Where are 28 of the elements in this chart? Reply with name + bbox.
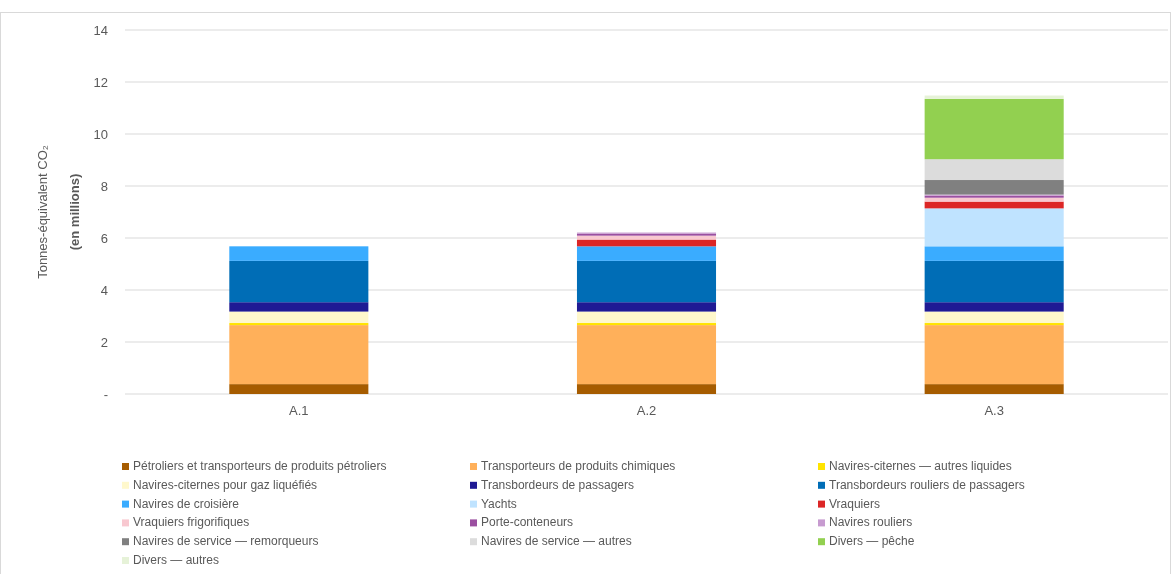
legend-label: Divers — pêche xyxy=(829,534,915,549)
legend-label: Transbordeurs de passagers xyxy=(481,477,634,492)
legend-label: Transporteurs de produits chimiques xyxy=(481,459,676,473)
y-tick-label: - xyxy=(103,386,108,402)
x-tick-label: A.3 xyxy=(984,403,1004,418)
legend-label: Navires de service — remorqueurs xyxy=(133,534,319,549)
legend-label: Transbordeurs rouliers de passagers xyxy=(829,477,1025,492)
x-tick-label: A.1 xyxy=(289,403,309,418)
y-tick-label: 8 xyxy=(100,178,108,194)
legend-label: Yachts xyxy=(481,496,517,511)
x-tick-label: A.2 xyxy=(636,403,657,418)
legend-label: Porte-conteneurs xyxy=(481,515,574,530)
legend-label: Navires rouliers xyxy=(829,515,913,530)
legend-label: Divers — autres xyxy=(133,553,220,567)
y-tick-label: 6 xyxy=(100,230,108,246)
text: Tonnes-équivalent CO₂ (en millions) xyxy=(35,145,82,279)
legend-label: Navires-citernes pour gaz liquéfiés xyxy=(133,477,318,492)
legend-label: Vraquiers frigorifiques xyxy=(133,515,250,530)
y-tick-label: 4 xyxy=(100,282,108,298)
legend-label: Navires de service — autres xyxy=(481,534,632,549)
y-tick-label: 14 xyxy=(93,22,108,38)
legend-label: Navires de croisière xyxy=(133,496,240,511)
legend-label: Navires-citernes — autres liquides xyxy=(829,459,1012,473)
y-tick-label: 10 xyxy=(93,126,108,142)
y-tick-label: 2 xyxy=(100,334,108,350)
legend-label: Pétroliers et transporteurs de produits pétroliers xyxy=(133,459,387,473)
legend-label: Vraquiers xyxy=(829,496,880,511)
y-tick-label: 12 xyxy=(93,74,108,90)
